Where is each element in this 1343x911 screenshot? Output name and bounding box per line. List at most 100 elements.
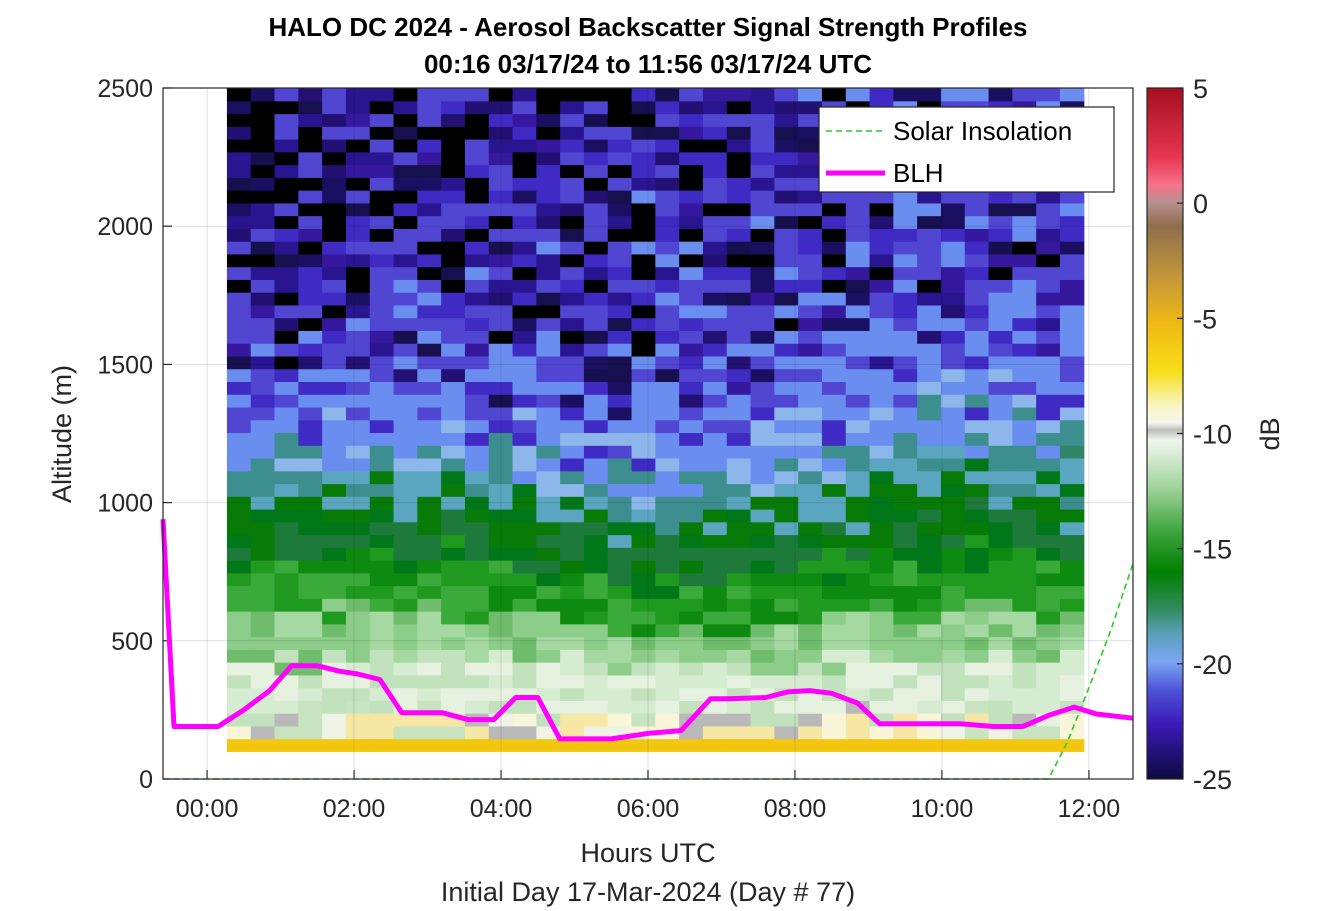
heatmap-cell [583, 304, 609, 319]
heatmap-cell [1059, 560, 1085, 574]
heatmap-cell [464, 725, 490, 740]
heatmap-cell [369, 279, 395, 293]
heatmap-cell [512, 279, 537, 293]
heatmap-cell [750, 241, 775, 255]
heatmap-cell [1059, 241, 1085, 255]
heatmap-cell [917, 611, 942, 625]
heatmap-cell [536, 508, 561, 523]
heatmap-cell [274, 585, 299, 599]
heatmap-cell [917, 394, 942, 408]
heatmap-cell [369, 598, 395, 612]
heatmap-cell [274, 330, 299, 344]
heatmap-cell [1036, 572, 1061, 587]
heatmap-cell [488, 547, 514, 561]
heatmap-cell [441, 330, 466, 344]
heatmap-cell [488, 381, 514, 395]
heatmap-cell [726, 457, 752, 472]
heatmap-cell [798, 164, 823, 178]
heatmap-cell [893, 419, 918, 434]
heatmap-cell [369, 355, 395, 370]
heatmap-cell [893, 649, 918, 663]
heatmap-cell [345, 177, 371, 191]
heatmap-cell [750, 496, 775, 510]
heatmap-cell [560, 253, 585, 268]
colorbar-tick-label: -25 [1193, 765, 1232, 795]
heatmap-cell [607, 215, 633, 229]
heatmap-cell [845, 355, 871, 370]
heatmap-cell [464, 521, 490, 536]
heatmap-cell [226, 343, 252, 357]
heatmap-cell [774, 649, 799, 663]
heatmap-cell [869, 521, 894, 536]
heatmap-cell [845, 649, 871, 663]
heatmap-cell [607, 623, 633, 638]
heatmap-cell [417, 241, 442, 255]
heatmap-cell [560, 585, 585, 599]
heatmap-cell [226, 139, 252, 153]
heatmap-cell [869, 560, 894, 574]
heatmap-cell [726, 317, 752, 331]
heatmap-cell [417, 253, 442, 268]
heatmap-cell [274, 419, 299, 434]
heatmap-cell [679, 508, 704, 523]
heatmap-cell [417, 738, 442, 752]
heatmap-cell [441, 279, 466, 293]
heatmap-cell [988, 381, 1013, 395]
heatmap-cell [274, 279, 299, 293]
heatmap-cell [702, 228, 728, 242]
heatmap-cell [726, 445, 752, 459]
heatmap-cell [583, 611, 609, 625]
heatmap-cell [1036, 508, 1061, 523]
heatmap-cell [679, 164, 704, 178]
heatmap-cell [369, 113, 395, 127]
heatmap-cell [726, 139, 752, 153]
heatmap-cell [322, 100, 347, 115]
heatmap-cell [869, 611, 894, 625]
heatmap-cell [298, 394, 323, 408]
heatmap-cell [702, 649, 728, 663]
heatmap-cell [345, 279, 371, 293]
heatmap-cell [536, 177, 561, 191]
heatmap-cell [798, 560, 823, 574]
heatmap-cell [536, 368, 561, 383]
heatmap-cell [702, 88, 728, 102]
heatmap-cell [274, 100, 299, 115]
heatmap-cell [583, 113, 609, 127]
heatmap-cell [1012, 394, 1037, 408]
heatmap-cell [607, 253, 633, 268]
heatmap-cell [345, 496, 371, 510]
heatmap-cell [536, 547, 561, 561]
heatmap-cell [441, 202, 466, 217]
heatmap-cell [940, 483, 966, 497]
heatmap-cell [631, 330, 656, 344]
heatmap-cell [821, 572, 847, 587]
heatmap-cell [488, 292, 514, 306]
heatmap-cell [917, 355, 942, 370]
heatmap-cell [774, 674, 799, 689]
heatmap-cell [322, 164, 347, 178]
heatmap-cell [560, 100, 585, 115]
heatmap-cell [464, 330, 490, 344]
heatmap-cell [750, 636, 775, 650]
heatmap-cell [560, 228, 585, 242]
heatmap-cell [583, 330, 609, 344]
heatmap-cell [774, 432, 799, 446]
heatmap-cell [798, 419, 823, 434]
heatmap-cell [298, 279, 323, 293]
heatmap-cell [845, 253, 871, 268]
heatmap-cell [1012, 662, 1037, 676]
heatmap-cell [583, 406, 609, 421]
heatmap-cell [631, 177, 656, 191]
heatmap-cell [964, 432, 990, 446]
heatmap-cell [869, 317, 894, 331]
heatmap-cell [798, 508, 823, 523]
heatmap-cell [845, 241, 871, 255]
heatmap-cell [250, 177, 276, 191]
heatmap-cell [607, 636, 633, 650]
heatmap-cell [298, 330, 323, 344]
heatmap-cell [821, 623, 847, 638]
heatmap-cell [536, 304, 561, 319]
heatmap-cell [583, 100, 609, 115]
heatmap-cell [893, 432, 918, 446]
heatmap-cell [441, 88, 466, 102]
